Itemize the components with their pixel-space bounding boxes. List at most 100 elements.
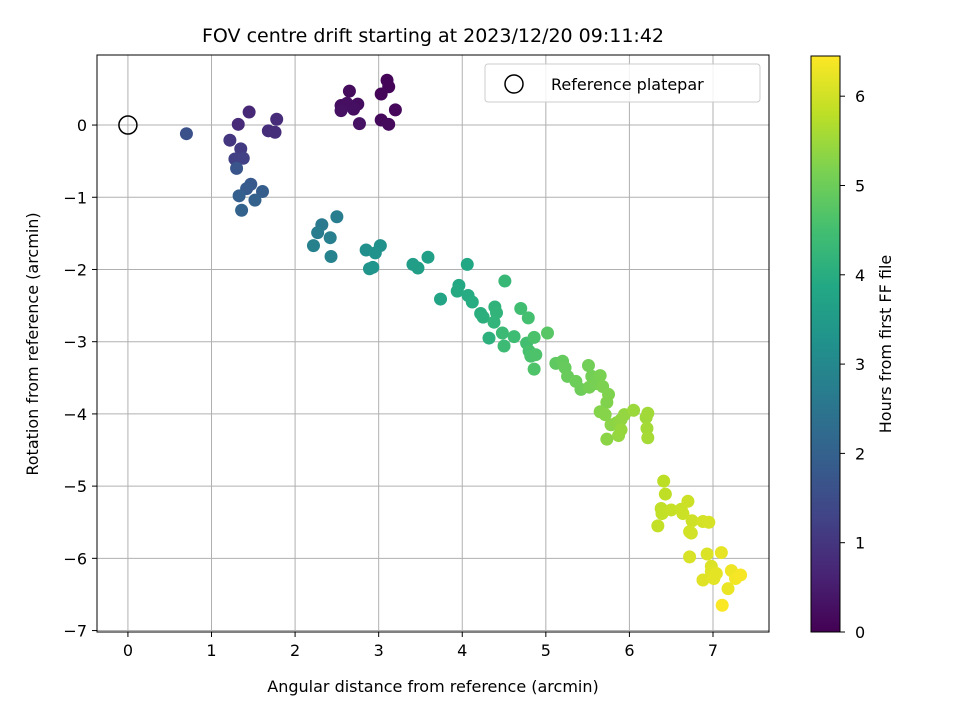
data-point [450, 284, 464, 298]
data-point [734, 568, 748, 582]
data-point [498, 274, 512, 288]
legend-entry-reference: Reference platepar [551, 75, 704, 94]
x-tick-label: 5 [541, 641, 551, 660]
data-point [236, 151, 250, 165]
data-point [598, 408, 612, 422]
y-axis-label: Rotation from reference (arcmin) [23, 212, 42, 475]
colorbar-tick-label: 5 [855, 176, 865, 195]
data-point [421, 250, 435, 264]
data-point [497, 339, 511, 353]
x-axis-label: Angular distance from reference (arcmin) [267, 677, 598, 696]
data-point [434, 292, 448, 306]
data-point [476, 310, 490, 324]
data-point [651, 519, 665, 533]
data-point [323, 231, 337, 245]
data-point [664, 503, 678, 517]
data-point [465, 295, 479, 309]
reference-platepar-marker [118, 115, 138, 135]
data-point [709, 567, 723, 581]
data-point [366, 260, 380, 274]
colorbar: 0 1 2 3 4 5 6 Hours from first FF file [810, 55, 895, 642]
colorbar-tick-label: 2 [855, 444, 865, 463]
data-point [657, 474, 671, 488]
data-point [593, 369, 607, 383]
data-point [600, 432, 614, 446]
data-point [641, 406, 655, 420]
y-tick-label: 0 [77, 116, 87, 135]
data-point [715, 598, 729, 612]
y-axis-ticks: 0 −1 −2 −3 −4 −5 −6 −7 [63, 116, 97, 641]
data-point [514, 301, 528, 315]
data-point [270, 112, 284, 126]
data-point [600, 395, 614, 409]
x-tick-label: 0 [123, 641, 133, 660]
data-point [581, 359, 595, 373]
data-point [306, 239, 320, 253]
legend: Reference platepar [484, 63, 761, 103]
data-point [242, 105, 256, 119]
data-point [487, 315, 501, 329]
data-point [342, 84, 356, 98]
colorbar-tick-label: 0 [855, 623, 865, 642]
data-point [696, 573, 710, 587]
x-tick-label: 2 [290, 641, 300, 660]
data-point [232, 189, 246, 203]
colorbar-tick-label: 4 [855, 266, 865, 285]
data-point [683, 525, 697, 539]
x-tick-label: 7 [708, 641, 718, 660]
data-point [702, 515, 716, 529]
data-point [411, 261, 425, 275]
data-point [529, 348, 543, 362]
x-tick-label: 3 [374, 641, 384, 660]
data-point [334, 104, 348, 118]
data-points [179, 73, 748, 612]
data-point [330, 210, 344, 224]
data-point [255, 184, 269, 198]
grid-lines [97, 55, 769, 632]
legend-open-circle-icon [504, 74, 524, 94]
data-point [495, 326, 509, 340]
y-tick-label: −2 [63, 260, 87, 279]
data-point [683, 550, 697, 564]
data-point [721, 582, 735, 596]
legend-box [484, 63, 761, 103]
data-point [311, 226, 325, 240]
data-point [388, 103, 402, 117]
colorbar-tick-label: 3 [855, 355, 865, 374]
data-point [268, 125, 282, 139]
y-tick-label: −5 [63, 477, 87, 496]
data-point [352, 117, 366, 131]
data-point [641, 431, 655, 445]
data-point [541, 326, 555, 340]
data-point [179, 127, 193, 141]
data-point [627, 403, 641, 417]
chart-title: FOV centre drift starting at 2023/12/20 … [202, 25, 664, 47]
data-point [685, 514, 699, 528]
data-point [676, 507, 690, 521]
data-point [700, 547, 714, 561]
data-point [507, 330, 521, 344]
colorbar-tick-label: 1 [855, 534, 865, 553]
data-point [714, 546, 728, 560]
colorbar-label: Hours from first FF file [876, 255, 895, 434]
data-point [482, 331, 496, 345]
x-tick-label: 4 [457, 641, 467, 660]
data-point [374, 87, 388, 101]
data-point [681, 494, 695, 508]
colorbar-gradient [810, 55, 841, 633]
y-tick-label: −7 [63, 622, 87, 641]
colorbar-tick-label: 6 [855, 87, 865, 106]
data-point [324, 249, 338, 263]
x-axis-ticks: 0 1 2 3 4 5 6 7 [123, 632, 718, 660]
data-point [368, 246, 382, 260]
colorbar-ticks: 0 1 2 3 4 5 6 [840, 87, 865, 642]
y-tick-label: −4 [63, 405, 87, 424]
data-point [248, 193, 262, 207]
y-tick-label: −3 [63, 333, 87, 352]
data-point [223, 133, 237, 147]
data-point [460, 257, 474, 271]
x-tick-label: 6 [624, 641, 634, 660]
data-point [231, 117, 245, 131]
